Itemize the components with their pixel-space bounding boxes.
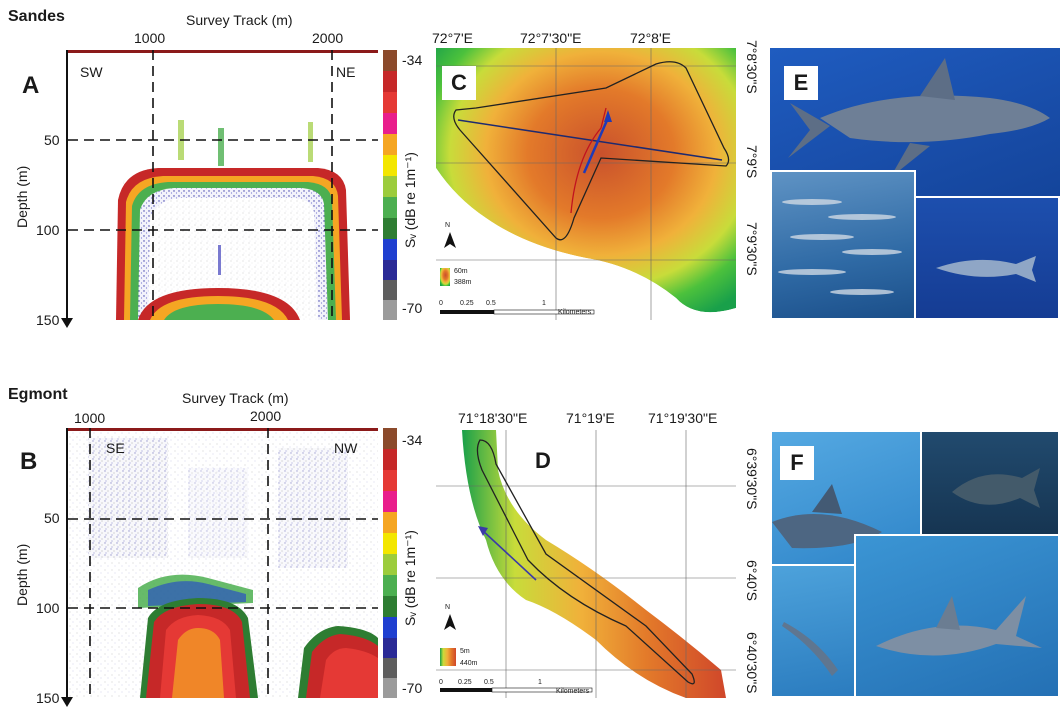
scale-tick-1-d: 1: [538, 679, 542, 686]
panel-label-c: C: [442, 66, 476, 100]
cbar-label-a: Sᵥ (dB re 1m⁻¹): [402, 152, 418, 248]
depth-axis-b: [66, 428, 68, 700]
map-c: [436, 48, 736, 320]
depth-tick-50-a: 50: [44, 132, 60, 148]
dir-ne: NE: [336, 64, 356, 80]
map-d-svg: [436, 430, 736, 698]
map-c-lat-2: 7°9'S: [744, 145, 760, 179]
echogram-a: [68, 50, 378, 320]
map-d-lat-2: 6°40'S: [744, 560, 760, 601]
legend-bottom-d: 440m: [460, 660, 478, 667]
scale-unit-d: Kilometers: [556, 688, 590, 695]
depth-tick-150-b: 150: [36, 690, 60, 706]
scale-tick-0-d: 0: [439, 679, 443, 686]
depth-arrow-a: [61, 318, 73, 328]
map-c-lon-3: 72°8'E: [630, 30, 671, 46]
map-c-lon-1: 72°7'E: [432, 30, 473, 46]
scale-tick-025-d: 0.25: [458, 679, 472, 686]
map-c-lon-2: 72°7'30"E: [520, 30, 582, 46]
cbar-max-a: -34: [402, 52, 423, 68]
depth-tick-100-a: 100: [36, 222, 60, 238]
track-tick-2000-top: 2000: [312, 30, 344, 46]
cbar-min-a: -70: [402, 300, 423, 316]
colorbar-b-svg: [383, 428, 397, 698]
map-c-lat-3: 7°9'30"S: [744, 222, 760, 276]
track-tick-1000-bottom: 1000: [74, 410, 106, 426]
survey-track-label-bottom: Survey Track (m): [182, 390, 289, 406]
shark-e-svg: [788, 58, 1050, 178]
cbar-min-b: -70: [402, 680, 423, 696]
legend-top-c: 60m: [454, 268, 468, 275]
colorbar-a-svg: [383, 50, 397, 320]
photo-f-fish: [920, 430, 1060, 536]
cbar-max-b: -34: [402, 432, 423, 448]
panel-label-e: E: [784, 66, 818, 100]
echogram-b-svg: [68, 428, 378, 698]
dir-nw: NW: [334, 440, 358, 456]
north-label-d: N: [445, 604, 451, 611]
echogram-b: [68, 428, 378, 698]
depth-arrow-b: [61, 697, 73, 707]
shark-f2-svg: [782, 622, 838, 676]
scale-unit-c: Kilometers: [558, 309, 592, 316]
colorbar-a: [383, 50, 397, 320]
cbar-label-b: Sᵥ (dB re 1m⁻¹): [402, 530, 418, 626]
colorbar-b: [383, 428, 397, 698]
depth-tick-150-a: 150: [36, 312, 60, 328]
scale-tick-05-c: 0.5: [486, 300, 496, 307]
photo-e-tuna: [914, 196, 1060, 320]
depth-tick-100-b: 100: [36, 600, 60, 616]
depth-tick-50-b: 50: [44, 510, 60, 526]
panel-label-d: D: [526, 444, 560, 478]
depth-label-a: Depth (m): [14, 165, 30, 228]
panel-label-a: A: [22, 72, 40, 99]
north-label-c: N: [445, 222, 451, 229]
echogram-a-svg: [68, 50, 378, 320]
map-d-lat-3: 6°40'30"S: [744, 632, 760, 694]
depth-axis-a: [66, 50, 68, 322]
survey-track-label-top: Survey Track (m): [186, 12, 293, 28]
map-d-lon-1: 71°18'30"E: [458, 410, 528, 426]
scale-tick-0-c: 0: [439, 300, 443, 307]
legend-bottom-c: 388m: [454, 279, 472, 286]
panel-label-f: F: [780, 446, 814, 480]
site-label-sandes: Sandes: [8, 8, 65, 25]
map-d-lon-2: 71°19'E: [566, 410, 615, 426]
map-d: [436, 430, 736, 698]
depth-label-b: Depth (m): [14, 543, 30, 606]
shark-f3-svg: [876, 596, 1042, 656]
track-tick-2000-bottom: 2000: [250, 408, 282, 424]
photo-e-barracuda: [770, 170, 916, 320]
legend-top-d: 5m: [460, 648, 470, 655]
scale-tick-05-d: 0.5: [484, 679, 494, 686]
map-d-lon-3: 71°19'30"E: [648, 410, 718, 426]
track-tick-1000-top: 1000: [134, 30, 166, 46]
scale-tick-1-c: 1: [542, 300, 546, 307]
scale-tick-025-c: 0.25: [460, 300, 474, 307]
map-c-lat-1: 7°8'30"S: [744, 40, 760, 94]
map-d-lat-1: 6°39'30"S: [744, 448, 760, 510]
fish-school-svg: [778, 199, 902, 295]
photo-f-shark-small: [770, 564, 856, 698]
dir-se: SE: [106, 440, 125, 456]
photo-f-shark-large: [854, 534, 1060, 698]
dir-sw: SW: [80, 64, 103, 80]
map-c-svg: [436, 48, 736, 320]
site-label-egmont: Egmont: [8, 386, 68, 403]
fish-f-svg: [952, 468, 1040, 508]
tuna-svg: [936, 256, 1036, 282]
panel-label-b: B: [20, 448, 38, 475]
